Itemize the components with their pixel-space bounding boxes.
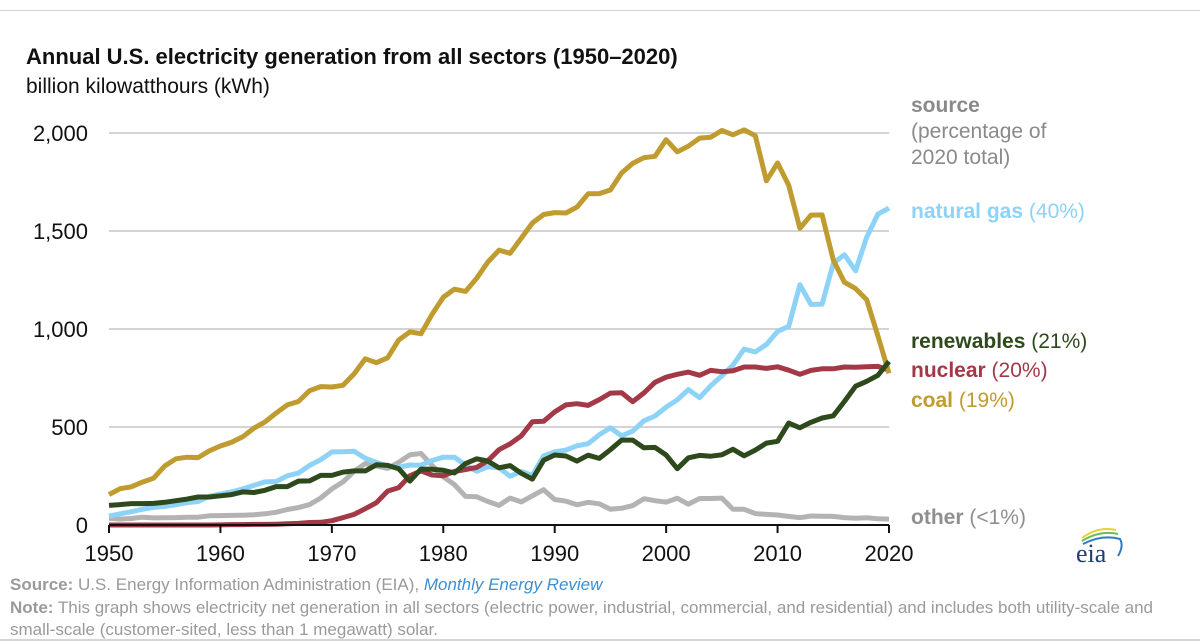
legend-title: source [911,94,980,117]
eia-logo-icon: eia [1076,528,1123,568]
legend-subtitle-1: (percentage of [911,120,1047,143]
footer-source: Source: U.S. Energy Information Administ… [10,574,602,596]
legend-share: (20%) [991,359,1048,382]
eia-logo: eia [1070,522,1126,571]
legend-coal: coal (19%) [911,388,1015,414]
legend-share: (19%) [958,389,1015,412]
y-tick-label: 500 [51,415,88,440]
source-text: U.S. Energy Information Administration (… [73,575,424,594]
legend-label: natural gas [911,200,1024,223]
chart-title: Annual U.S. electricity generation from … [26,44,678,69]
footer-note: Note: This graph shows electricity net g… [10,597,1180,641]
x-tick-label: 1970 [307,541,356,566]
x-tick-label: 1990 [530,541,579,566]
legend-share: (21%) [1031,330,1088,353]
legend-label: coal [911,389,954,412]
legend-nuclear: nuclear (20%) [911,358,1048,384]
y-tick-label: 1,000 [33,317,88,342]
legend-label: renewables [911,330,1026,353]
y-axis-unit-label: billion kilowatthours (kWh) [26,75,270,98]
svg-text:eia: eia [1076,539,1107,566]
legend-label: other [911,506,964,529]
legend-subtitle-2: 2020 total) [911,146,1011,169]
legend-share: (40%) [1028,200,1085,223]
x-tick-label: 1960 [196,541,245,566]
x-tick-label: 1950 [85,541,134,566]
legend-title-block: source (percentage of 2020 total) [911,93,1046,171]
legend-other: other (<1%) [911,505,1026,531]
source-link[interactable]: Monthly Energy Review [423,575,603,594]
y-tick-label: 0 [76,513,88,538]
x-tick-label: 2010 [753,541,802,566]
note-text: This graph shows electricity net generat… [10,598,1153,639]
legend-share: (<1%) [969,506,1026,529]
x-tick-label: 2000 [642,541,691,566]
series-line-coal [107,127,892,497]
bottom-divider [0,639,1200,641]
note-label: Note: [10,598,54,617]
source-label: Source: [10,575,74,594]
series-line-renewables [108,359,891,508]
x-tick-label: 2020 [865,541,914,566]
y-tick-label: 2,000 [33,121,88,146]
legend-label: nuclear [911,359,986,382]
x-tick-label: 1980 [419,541,468,566]
top-divider [0,10,1200,11]
series-line-other [108,451,890,522]
y-tick-label: 1,500 [33,219,88,244]
legend-natural-gas: natural gas (40%) [911,199,1085,225]
legend-renewables: renewables (21%) [911,329,1087,355]
